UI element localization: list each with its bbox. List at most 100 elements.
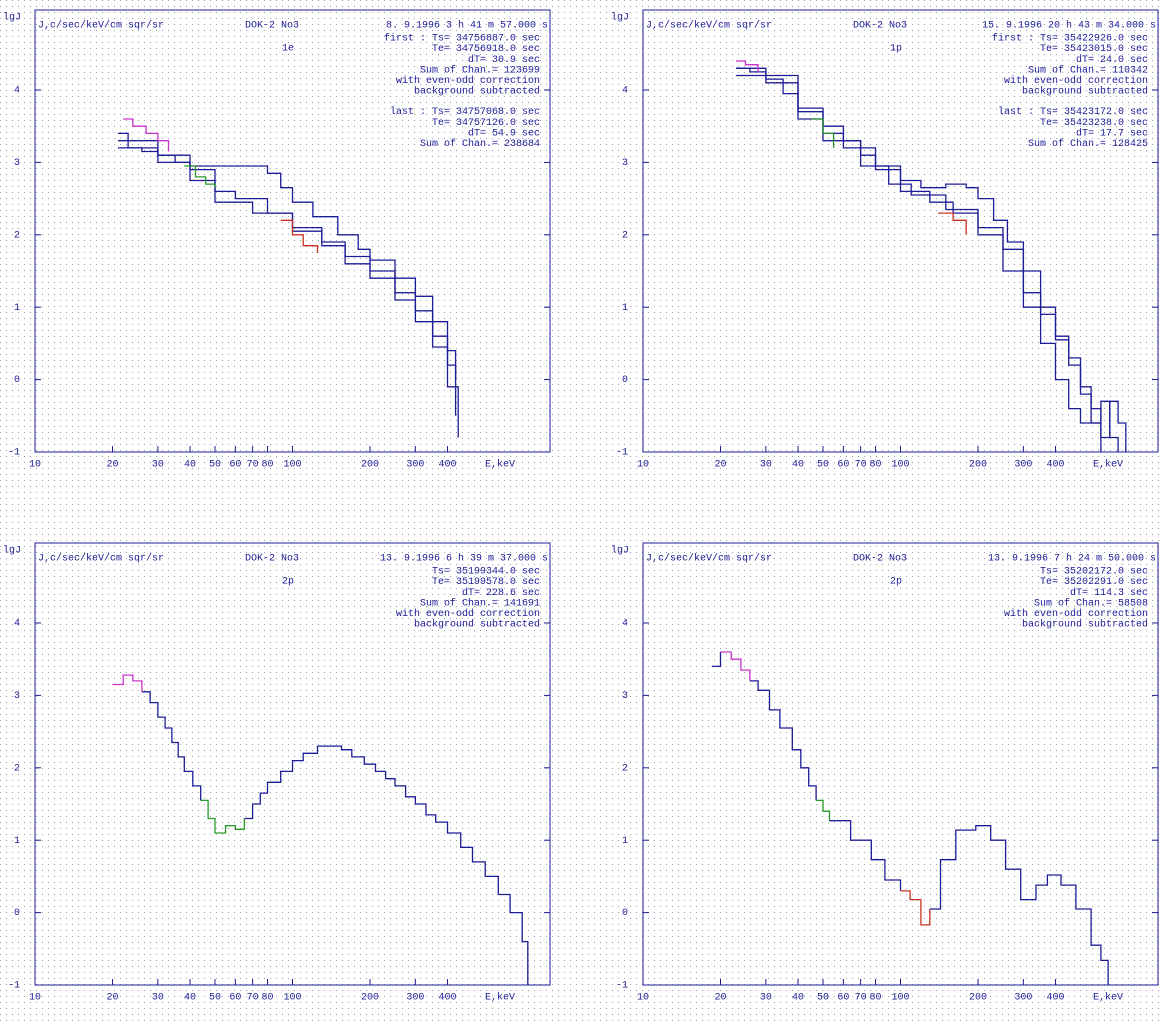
y-tick-label: 4 [622,86,628,97]
info-line: Ts= 35199344.0 sec [432,567,540,578]
x-tick-label: 70 [855,460,867,471]
info-line: dT= 114.3 sec [1070,587,1148,599]
info-line: Te= 35423238.0 sec [1040,118,1148,129]
instrument-label: DOK-2 No3 [853,554,907,565]
spectrum-line [749,680,817,801]
x-tick-label: 30 [152,993,164,1004]
info-line: Te= 35423015.0 sec [1040,44,1148,55]
x-tick-label: 300 [406,460,424,471]
info-line: dT= 24.0 sec [1076,54,1148,66]
info-line: background subtracted [414,86,540,98]
date-label: 8. 9.1996 3 h 41 m 57.000 s [386,20,548,32]
particle-label: 1p [890,44,902,55]
date-label: 15. 9.1996 20 h 43 m 34.000 s [982,20,1156,32]
y-tick-label: 0 [622,908,628,919]
spectrum-line [736,60,759,72]
y-tick-label: 0 [14,375,20,386]
x-tick-label: 300 [1014,993,1032,1004]
info-line: Te= 34757126.0 sec [432,118,540,129]
spectrum-line [736,74,1127,452]
x-tick-label: 100 [891,993,909,1004]
y-axis-label: lgJ [3,12,21,24]
x-tick-label: 30 [760,993,772,1004]
x-tick-label: 80 [262,460,274,471]
y-tick-label: -1 [8,981,20,992]
x-tick-label: 80 [870,460,882,471]
y-tick-label: 3 [622,158,628,169]
x-tick-label: 400 [439,460,457,471]
info-line: Te= 35202291.0 sec [1040,577,1148,588]
info-line: dT= 17.7 sec [1076,127,1148,139]
info-line: Sum of Chan.= 238684 [420,138,540,150]
x-tick-label: 40 [184,460,196,471]
spectrum-line [200,799,245,834]
chart-panel: -1 0 1 2 3 4 10 20 30 40 50 60 70 80 100 200 300 400 E,keV… [611,9,1159,471]
y-tick-label: 1 [622,303,628,314]
particle-label: 1e [282,44,294,55]
x-tick-label: 50 [209,993,221,1004]
y-tick-label: 4 [622,619,628,630]
spectrum-line [929,825,1109,985]
y-tick-label: -1 [616,448,628,459]
x-tick-label: 400 [1047,993,1065,1004]
spectrum-line [184,165,216,188]
x-tick-label: 100 [283,460,301,471]
y-tick-label: 3 [14,158,20,169]
y-tick-label: 1 [14,303,20,314]
x-tick-label: 10 [29,993,41,1004]
units-label: J,c/sec/keV/cm sqr/sr [38,553,164,565]
x-tick-label: 60 [837,460,849,471]
spectrum-line [112,674,143,692]
y-axis-label: lgJ [611,545,629,557]
x-tick-label: 50 [209,460,221,471]
x-tick-label: 60 [229,993,241,1004]
info-line: last : Ts= 34757068.0 sec [390,106,540,118]
info-line: Te= 34756918.0 sec [432,44,540,55]
x-tick-label: 60 [837,993,849,1004]
x-tick-label: 10 [637,993,649,1004]
info-line: background subtracted [1022,619,1148,631]
info-line: Sum of Chan.= 58508 [1034,597,1148,609]
x-tick-label: 20 [107,993,119,1004]
x-tick-label: 200 [361,993,379,1004]
x-axis-label: E,keV [485,992,515,1004]
x-tick-label: 20 [107,460,119,471]
spectrum-line [829,820,902,891]
y-axis-label: lgJ [3,545,21,557]
x-tick-label: 70 [247,460,259,471]
info-line: Sum of Chan.= 110342 [1028,64,1148,76]
x-tick-label: 70 [247,993,259,1004]
x-tick-label: 80 [870,993,882,1004]
info-line: with even-odd correction [1004,75,1148,87]
info-line: Sum of Chan.= 141691 [420,597,540,609]
info-line: Sum of Chan.= 123699 [420,64,540,76]
y-tick-label: 1 [14,836,20,847]
x-tick-label: 300 [406,993,424,1004]
y-tick-label: 2 [622,763,628,774]
particle-label: 2p [282,577,294,588]
y-axis-label: lgJ [611,12,629,24]
x-axis-label: E,keV [1093,992,1123,1004]
y-tick-label: 0 [622,375,628,386]
info-line: with even-odd correction [1004,608,1148,620]
info-line: Sum of Chan.= 128425 [1028,138,1148,150]
y-tick-label: -1 [8,448,20,459]
info-line: Te= 35199578.0 sec [432,577,540,588]
x-tick-label: 20 [715,460,727,471]
x-tick-label: 30 [760,460,772,471]
instrument-label: DOK-2 No3 [245,554,299,565]
spectrum-line [720,651,751,681]
instrument-label: DOK-2 No3 [245,21,299,32]
spectrum-line [811,118,835,148]
info-line: dT= 30.9 sec [468,54,540,66]
info-line: dT= 54.9 sec [468,127,540,139]
spectrum-line [711,652,722,668]
y-tick-label: 1 [622,836,628,847]
x-tick-label: 100 [891,460,909,471]
x-tick-label: 300 [1014,460,1032,471]
info-line: background subtracted [1022,86,1148,98]
units-label: J,c/sec/keV/cm sqr/sr [646,20,772,32]
spectrum-line [141,691,202,801]
x-axis-label: E,keV [485,459,515,471]
